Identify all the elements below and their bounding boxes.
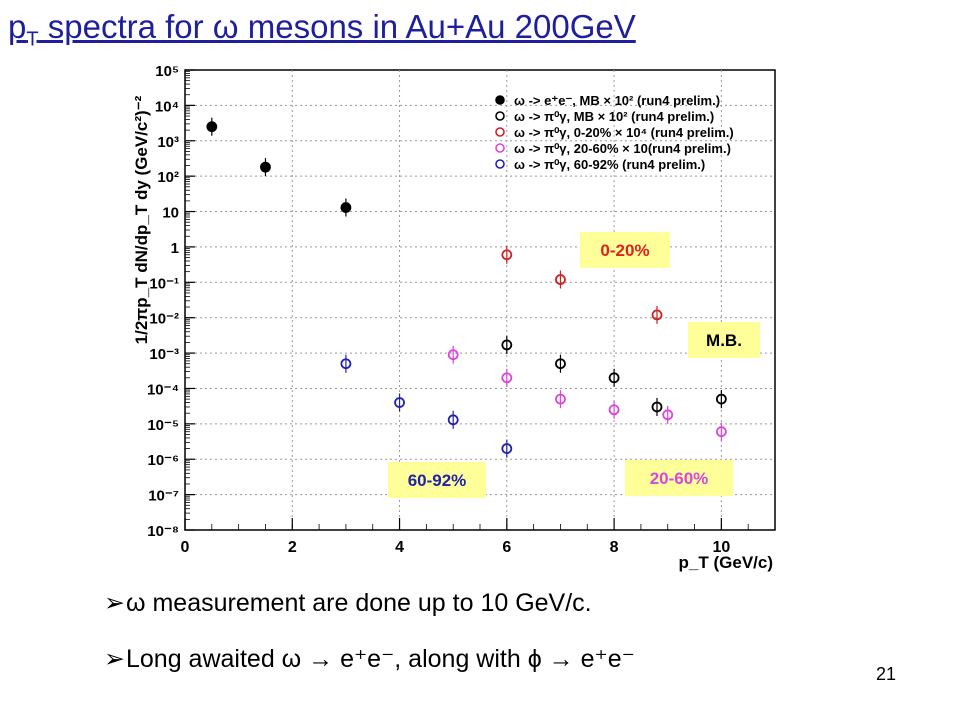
legend: ω -> e⁺e⁻, MB × 10² (run4 prelim.)ω -> π… <box>495 93 734 172</box>
legend-entry: ω -> π⁰γ, 20-60% × 10(run4 prelim.) <box>514 141 731 156</box>
data-point <box>501 339 513 351</box>
y-tick-label: 10⁵ <box>155 63 179 80</box>
data-point <box>555 274 566 285</box>
series-0 <box>206 117 352 217</box>
annotation-20-60-: 20-60% <box>625 460 733 496</box>
y-axis-label: 1/2πp_T dN/dp_T dy (GeV/c²)⁻² <box>132 95 151 344</box>
annotation-m-b-: M.B. <box>688 322 760 358</box>
x-tick-label: 4 <box>395 539 404 556</box>
x-tick-label: 8 <box>610 539 619 556</box>
y-tick-label: 10⁻⁷ <box>148 488 179 505</box>
data-point <box>715 393 727 405</box>
x-axis: 0 2 4 6 8 10 <box>181 70 776 556</box>
legend-marker <box>495 143 505 153</box>
y-tick-label: 10⁻⁶ <box>147 452 179 469</box>
y-tick-label: 1 <box>171 240 179 257</box>
annotation-label: 0-20% <box>600 241 649 260</box>
series-3 <box>447 345 727 441</box>
data-point <box>555 393 566 405</box>
plot-frame <box>184 69 776 531</box>
x-tick-label: 0 <box>181 539 190 556</box>
y-tick-label: 10 <box>162 205 179 222</box>
data-point <box>608 372 620 384</box>
data-point <box>501 372 513 384</box>
bullet-arrow-icon: ➢ <box>104 589 125 617</box>
bullet-2: ➢Long awaited ω → e⁺e⁻, along with ϕ → e… <box>104 644 635 674</box>
data-point <box>501 249 513 261</box>
x-tick-label: 2 <box>288 539 297 556</box>
y-tick-label: 10⁻⁴ <box>147 381 179 398</box>
annotation-60-92-: 60-92% <box>388 462 486 498</box>
annotation-label: 20-60% <box>650 469 709 488</box>
data-point <box>447 349 459 361</box>
y-tick-label: 10³ <box>157 134 179 151</box>
annotation-box <box>388 462 486 498</box>
slide-title: pT spectra for ω mesons in Au+Au 200GeV <box>8 8 636 52</box>
bullet-arrow-icon: ➢ <box>104 645 125 673</box>
y-tick-label: 10⁻⁵ <box>147 417 179 434</box>
legend-entry: ω -> e⁺e⁻, MB × 10² (run4 prelim.) <box>514 93 720 108</box>
series-1 <box>501 335 727 416</box>
y-tick-label: 10⁴ <box>155 98 179 115</box>
legend-entry: ω -> π⁰γ, 0-20% × 10⁴ (run4 prelim.) <box>514 125 734 140</box>
data-point <box>555 358 566 370</box>
series-2 <box>501 245 663 324</box>
bullet-2-text: Long awaited ω → e⁺e⁻, along with ϕ → e⁺… <box>126 645 635 673</box>
data-point <box>501 443 513 454</box>
series-4 <box>340 354 513 458</box>
y-tick-label: 10⁻⁸ <box>147 523 179 540</box>
y-tick-label: 10⁻² <box>149 311 179 328</box>
annotation-0-20-: 0-20% <box>580 232 670 268</box>
x-tick-label: 10 <box>712 539 730 556</box>
y-tick-label: 10² <box>157 169 179 186</box>
x-axis-label: p_T (GeV/c) <box>679 553 773 572</box>
legend-marker <box>495 95 505 105</box>
legend-marker <box>495 111 505 121</box>
legend-marker <box>495 159 505 169</box>
data-point <box>447 414 459 426</box>
data-point <box>394 397 405 408</box>
title-rest: spectra for ω mesons in Au+Au 200GeV <box>38 8 636 45</box>
annotation-label: 60-92% <box>408 471 467 490</box>
data-point <box>206 121 218 133</box>
data-point <box>340 358 352 370</box>
annotation-label: M.B. <box>706 331 742 350</box>
data-point <box>662 409 674 421</box>
bullet-1: ➢ω measurement are done up to 10 GeV/c. <box>104 588 592 618</box>
annotation-box <box>580 232 670 268</box>
y-tick-label: 10⁻³ <box>149 346 179 363</box>
legend-marker <box>495 127 505 137</box>
title-p: p <box>8 8 27 45</box>
legend-entry: ω -> π⁰γ, MB × 10² (run4 prelim.) <box>514 109 714 124</box>
data-point <box>340 202 352 213</box>
data-point <box>651 401 663 413</box>
legend-entry: ω -> π⁰γ, 60-92% (run4 prelim.) <box>514 157 705 172</box>
x-tick-label: 6 <box>502 539 511 556</box>
data-point <box>608 404 620 416</box>
bullet-1-text: ω measurement are done up to 10 GeV/c. <box>126 589 592 617</box>
data-point <box>715 426 727 438</box>
annotation-box <box>625 460 733 496</box>
title-subscript: T <box>26 28 39 51</box>
annotation-box <box>688 322 760 358</box>
data-point <box>260 161 271 173</box>
page-number: 21 <box>876 664 897 684</box>
data-point <box>651 309 663 321</box>
y-tick-label: 10⁻¹ <box>149 275 179 292</box>
